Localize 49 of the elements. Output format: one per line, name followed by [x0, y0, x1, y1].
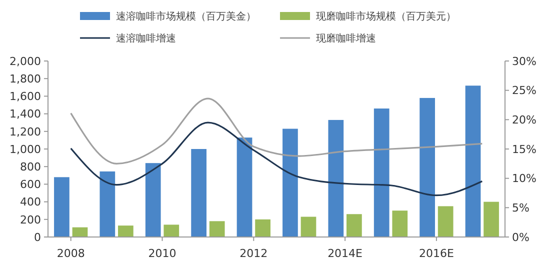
y2-tick-label: 0%	[512, 230, 530, 244]
bar	[72, 227, 88, 237]
legend-label: 速溶咖啡增速	[116, 32, 176, 44]
x-tick-label: 2012	[240, 247, 268, 260]
y2-tick-label: 20%	[512, 114, 536, 127]
y-tick-label: 1,600	[10, 90, 41, 104]
bar	[392, 210, 408, 237]
y2-tick-label: 15%	[512, 142, 536, 156]
line-series	[70, 122, 483, 196]
bar	[100, 171, 116, 237]
bar	[282, 128, 298, 237]
bar	[420, 98, 435, 237]
y-tick-label: 1,800	[10, 72, 41, 86]
y2-tick-label: 30%	[512, 54, 536, 68]
bar	[438, 206, 454, 237]
line-series	[70, 98, 483, 164]
y-tick-label: 600	[20, 178, 41, 192]
y2-tick-label: 25%	[512, 84, 536, 98]
y-tick-label: 800	[20, 160, 41, 174]
bar	[465, 86, 481, 237]
y2-tick-label: 10%	[512, 172, 536, 186]
bar	[484, 202, 499, 237]
x-tick-label: 2008	[56, 247, 85, 260]
y-tick-label: 400	[20, 196, 41, 209]
x-tick-label: 2014E	[328, 247, 363, 260]
bar	[236, 138, 252, 237]
bar	[255, 219, 270, 237]
bar	[374, 108, 390, 237]
bar	[209, 221, 225, 237]
legend-label: 现磨咖啡市场规模（百万美元）	[316, 10, 456, 22]
bar	[191, 149, 206, 237]
bar	[300, 216, 316, 237]
x-tick-label: 2016E	[418, 247, 454, 260]
bar	[346, 214, 362, 237]
y-tick-label: 0	[34, 230, 41, 244]
bar	[54, 177, 70, 237]
legend-label: 速溶咖啡市场规模（百万美金）	[116, 10, 256, 22]
bar	[145, 163, 161, 237]
y-tick-label: 1,000	[10, 142, 41, 156]
y-tick-label: 1,200	[10, 125, 41, 138]
y-tick-label: 1,400	[10, 108, 41, 121]
bar	[164, 224, 180, 237]
legend-label: 现磨咖啡增速	[316, 32, 376, 44]
x-tick-label: 2010	[148, 247, 176, 260]
y-tick-label: 200	[20, 213, 41, 226]
y-tick-label: 2,000	[10, 54, 41, 68]
bar	[328, 120, 344, 237]
bar	[118, 226, 134, 237]
y2-tick-label: 5%	[512, 202, 530, 215]
